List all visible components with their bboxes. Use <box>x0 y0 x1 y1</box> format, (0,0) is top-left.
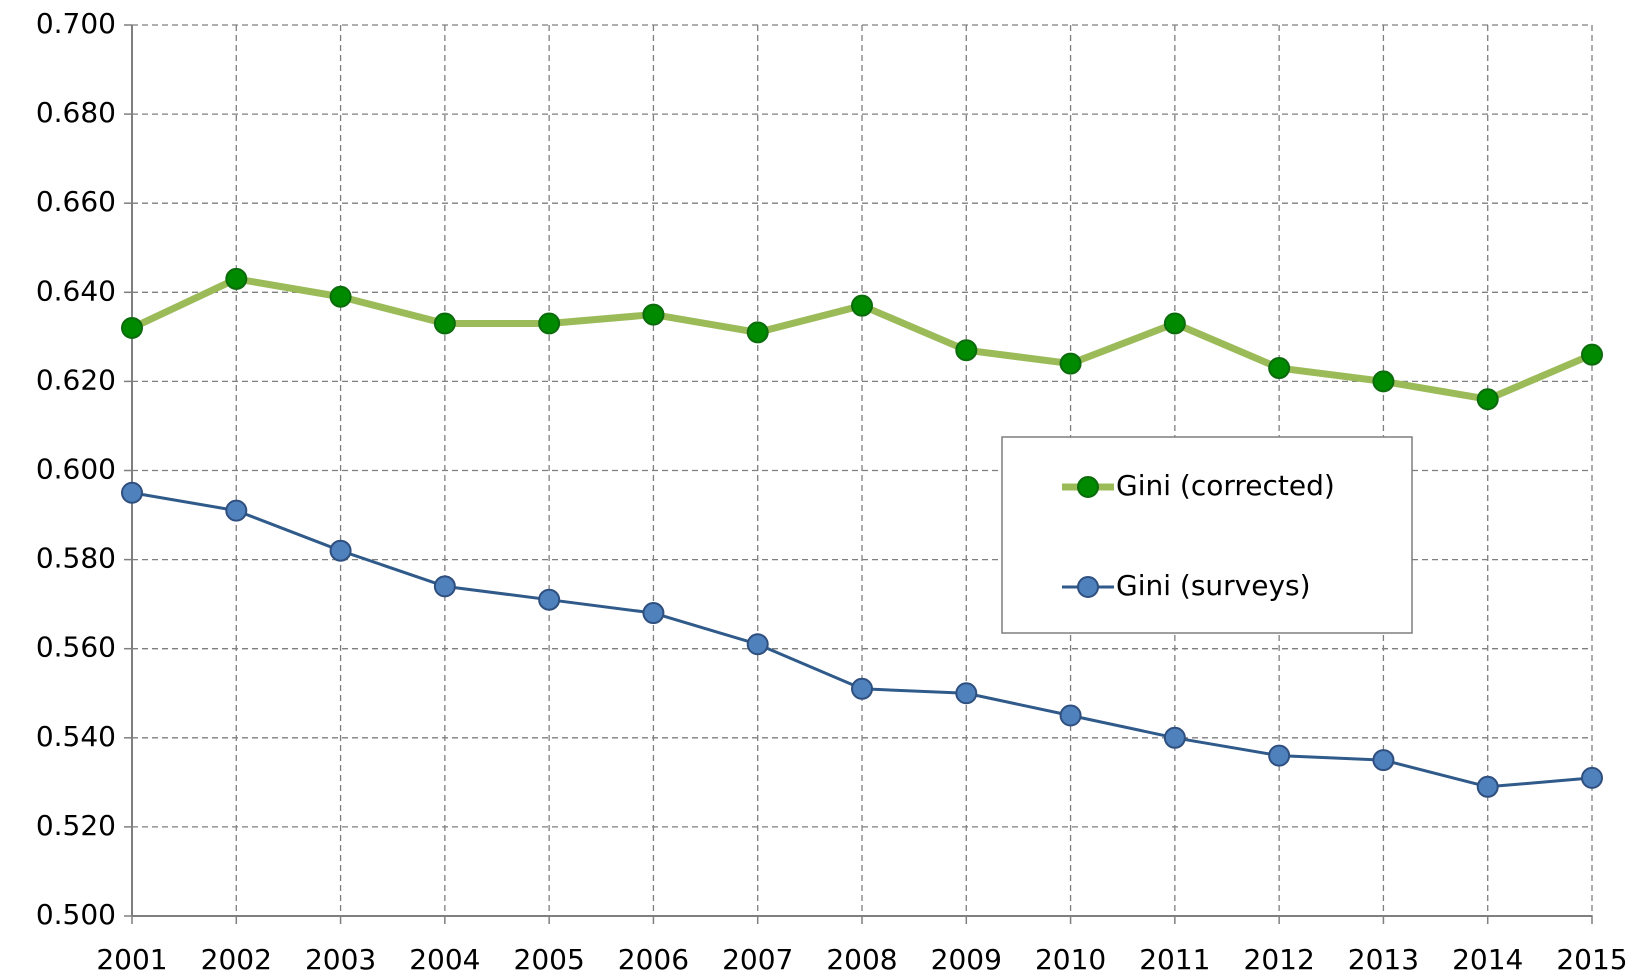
x-tick-label: 2010 <box>1035 943 1106 976</box>
data-point <box>329 285 352 308</box>
data-point <box>955 339 978 362</box>
data-point <box>538 312 561 335</box>
legend-label: Gini (surveys) <box>1116 569 1311 602</box>
data-point <box>642 303 665 326</box>
y-tick-label: 0.580 <box>36 542 116 575</box>
y-tick-label: 0.520 <box>36 809 116 842</box>
y-tick-label: 0.660 <box>36 185 116 218</box>
data-point <box>1581 343 1603 366</box>
data-point <box>1372 370 1395 393</box>
data-point <box>1581 766 1603 789</box>
data-point <box>329 539 352 562</box>
x-tick-label: 2002 <box>201 943 272 976</box>
legend-marker <box>1077 576 1099 598</box>
legend-box <box>1001 436 1413 634</box>
x-tick-label: 2009 <box>931 943 1002 976</box>
data-point <box>642 602 665 625</box>
y-tick-label: 0.600 <box>36 453 116 486</box>
legend-label: Gini (corrected) <box>1116 469 1335 502</box>
x-tick-label: 2003 <box>305 943 376 976</box>
data-point <box>433 575 456 598</box>
x-tick-label: 2007 <box>722 943 793 976</box>
data-point <box>121 316 143 339</box>
data-point <box>538 588 561 611</box>
data-point <box>433 312 456 335</box>
x-tick-label: 2004 <box>409 943 480 976</box>
data-point <box>1163 726 1186 749</box>
x-tick-label: 2005 <box>514 943 585 976</box>
x-tick-label: 2006 <box>618 943 689 976</box>
x-tick-label: 2008 <box>826 943 897 976</box>
data-point <box>121 481 143 504</box>
data-point <box>1059 704 1082 727</box>
data-point <box>955 682 978 705</box>
data-point <box>746 633 769 656</box>
y-tick-label: 0.540 <box>36 720 116 753</box>
data-point <box>1372 749 1395 772</box>
data-point <box>851 294 873 317</box>
x-tick-label: 2013 <box>1348 943 1419 976</box>
data-point <box>851 677 873 700</box>
data-point <box>1268 357 1291 380</box>
data-point <box>1059 352 1082 375</box>
x-tick-label: 2014 <box>1452 943 1523 976</box>
y-tick-label: 0.560 <box>36 631 116 664</box>
legend: Gini (corrected) Gini (surveys) <box>1001 436 1413 634</box>
x-tick-label: 2011 <box>1139 943 1210 976</box>
x-tick-label: 2001 <box>96 943 167 976</box>
data-point <box>1163 312 1186 335</box>
data-point <box>1268 744 1291 767</box>
y-tick-label: 0.620 <box>36 363 116 396</box>
y-tick-label: 0.700 <box>36 7 116 40</box>
y-tick-label: 0.500 <box>36 898 116 931</box>
y-tick-label: 0.680 <box>36 96 116 129</box>
data-point <box>746 321 769 344</box>
data-point <box>225 267 248 290</box>
data-point <box>1476 775 1499 798</box>
legend-marker <box>1077 476 1099 498</box>
x-tick-label: 2015 <box>1556 943 1627 976</box>
data-point <box>225 499 248 522</box>
x-tick-label: 2012 <box>1244 943 1315 976</box>
data-point <box>1476 388 1499 411</box>
y-tick-label: 0.640 <box>36 274 116 307</box>
